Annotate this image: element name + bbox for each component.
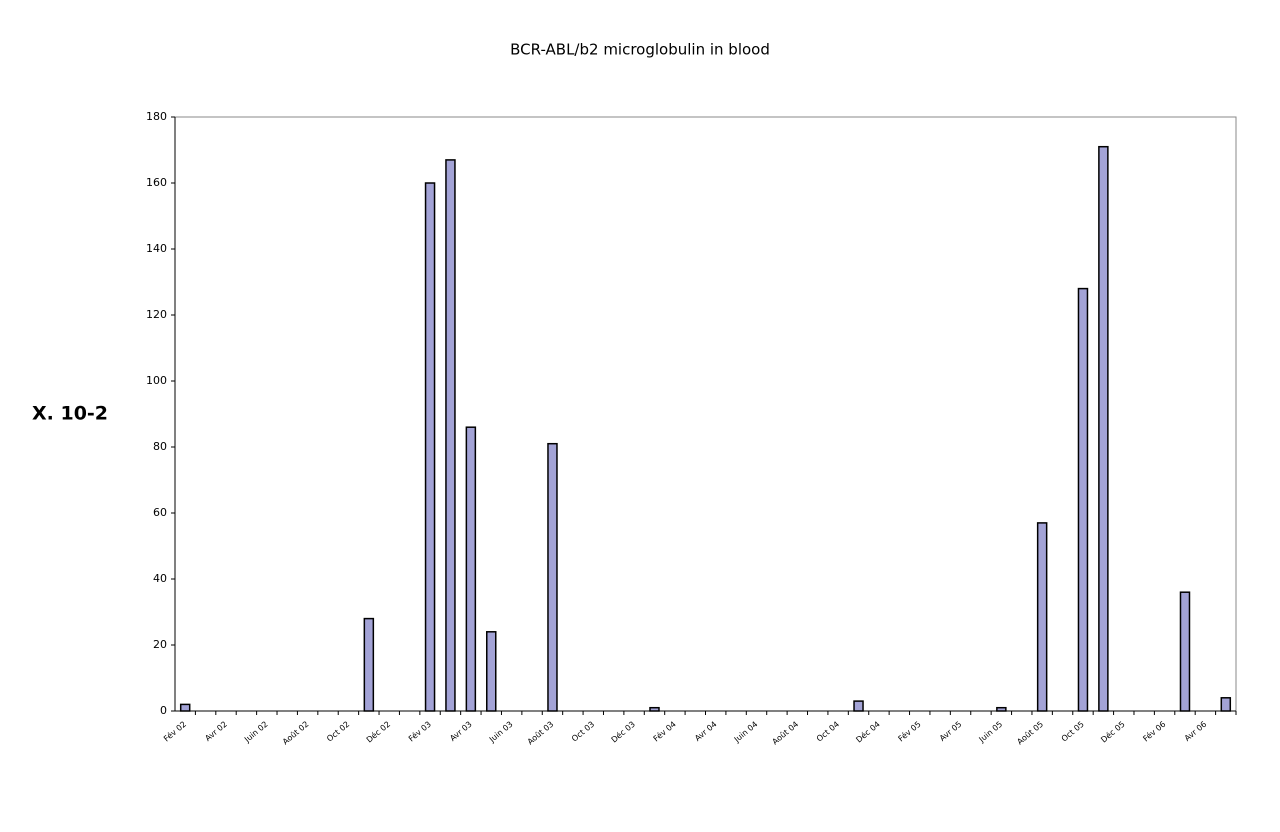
y-tick-label: 180 (146, 110, 167, 123)
y-tick-label: 20 (153, 638, 167, 651)
bar (1077, 287, 1089, 712)
x-tick-label: Juin 05 (977, 720, 1005, 745)
x-tick-label: Avr 05 (938, 720, 964, 743)
bar (649, 706, 660, 712)
x-tick-label: Avr 02 (203, 720, 229, 743)
y-tick-label: 0 (160, 704, 167, 717)
x-tick-label: Avr 06 (1183, 720, 1209, 743)
x-tick-label: Août 05 (1015, 720, 1045, 747)
bar (853, 700, 864, 712)
x-tick-label: Oct 02 (325, 720, 351, 744)
bar (465, 426, 477, 712)
y-tick-label: 40 (153, 572, 167, 585)
x-tick-label: Fév 05 (896, 719, 923, 744)
chart-title: BCR-ABL/b2 microglobulin in blood (510, 41, 770, 59)
x-tick-label: Août 02 (281, 720, 311, 747)
bar (1220, 697, 1232, 712)
y-tick-label: 160 (146, 176, 167, 189)
bar (1098, 145, 1109, 712)
bar (547, 442, 558, 712)
x-tick-label: Déc 05 (1099, 719, 1127, 745)
y-tick-label: 140 (146, 242, 167, 255)
x-tick-label: Fév 03 (406, 719, 433, 744)
y-tick-label: 80 (153, 440, 167, 453)
x-tick-label: Déc 03 (609, 719, 637, 745)
bar (996, 706, 1007, 712)
x-tick-label: Avr 03 (448, 720, 474, 743)
x-tick-label: Fév 02 (161, 719, 188, 744)
x-tick-label: Oct 05 (1060, 720, 1086, 744)
y-tick-label: 120 (146, 308, 167, 321)
x-tick-label: Fév 04 (651, 719, 678, 744)
y-tick-label: 60 (153, 506, 167, 519)
x-tick-label: Juin 02 (242, 720, 270, 745)
x-tick-label: Août 03 (526, 720, 556, 747)
bar (424, 182, 436, 712)
bar (486, 631, 497, 712)
x-tick-label: Déc 04 (854, 719, 882, 745)
bar (363, 617, 375, 712)
plot-frame (174, 116, 1237, 712)
x-tick-label: Août 04 (771, 720, 801, 747)
x-tick-label: Oct 04 (815, 720, 841, 744)
y-tick-label: 100 (146, 374, 167, 387)
x-tick-label: Juin 04 (732, 720, 760, 745)
x-tick-label: Fév 06 (1141, 719, 1168, 744)
bar (1036, 522, 1048, 712)
x-tick-label: Avr 04 (693, 720, 719, 743)
x-tick-label: Déc 02 (364, 719, 392, 745)
x-tick-label: Oct 03 (570, 720, 596, 744)
x-tick-label: Juin 03 (487, 720, 515, 745)
bar (445, 159, 456, 712)
bar (1179, 591, 1191, 712)
y-axis-label: X. 10-2 (32, 403, 108, 425)
bar (179, 703, 191, 712)
